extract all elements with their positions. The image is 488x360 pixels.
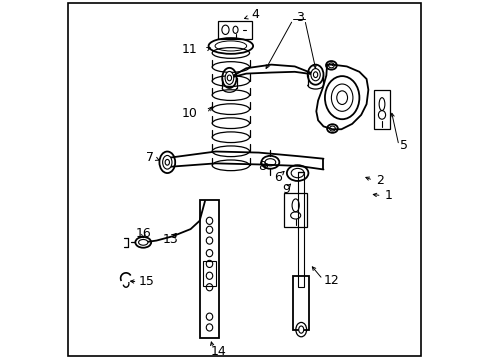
Text: 12: 12 <box>323 274 339 287</box>
Text: 5: 5 <box>400 139 407 152</box>
Ellipse shape <box>290 168 304 178</box>
Text: 7: 7 <box>146 152 154 165</box>
Text: 8: 8 <box>258 161 266 174</box>
Text: 16: 16 <box>135 227 151 240</box>
Bar <box>199 200 219 338</box>
Ellipse shape <box>310 68 320 81</box>
Ellipse shape <box>138 239 147 245</box>
Text: 6: 6 <box>273 171 281 184</box>
Text: 2: 2 <box>375 174 384 187</box>
Text: 13: 13 <box>163 233 179 246</box>
Ellipse shape <box>331 84 352 111</box>
Bar <box>298 172 304 287</box>
Text: 9: 9 <box>282 183 290 196</box>
Bar <box>203 261 215 286</box>
Text: 3: 3 <box>296 12 304 24</box>
Ellipse shape <box>224 71 233 84</box>
Text: 15: 15 <box>138 275 154 288</box>
Text: 14: 14 <box>210 345 226 358</box>
Bar <box>217 21 251 39</box>
Text: 11: 11 <box>181 43 197 56</box>
Text: 10: 10 <box>181 107 197 120</box>
Text: 1: 1 <box>384 189 391 202</box>
Ellipse shape <box>298 326 303 333</box>
Text: 4: 4 <box>251 8 259 21</box>
Bar <box>293 276 308 330</box>
Bar <box>284 193 306 227</box>
Ellipse shape <box>163 156 172 169</box>
Bar <box>374 90 389 129</box>
